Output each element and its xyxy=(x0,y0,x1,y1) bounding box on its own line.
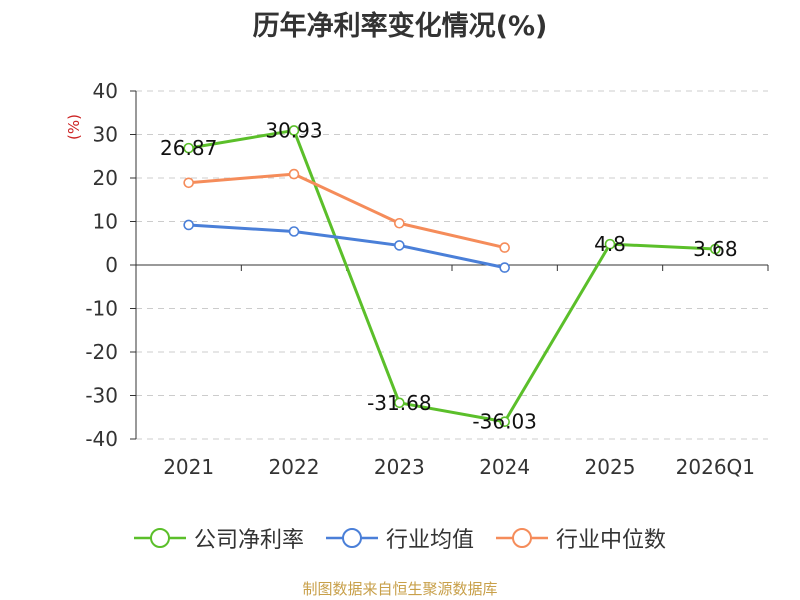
data-label: 26.87 xyxy=(160,136,217,160)
legend-marker xyxy=(133,528,186,548)
y-tick-label: -40 xyxy=(85,427,118,451)
chart-title: 历年净利率变化情况(%) xyxy=(252,11,548,42)
x-tick-label: 2022 xyxy=(269,455,320,479)
legend-item[interactable]: 公司净利率 xyxy=(133,522,304,554)
series-lines xyxy=(183,125,721,428)
x-tick-label: 2025 xyxy=(585,455,636,479)
data-label: 30.93 xyxy=(265,118,322,142)
x-tick-label: 2026Q1 xyxy=(676,455,755,479)
data-label: 3.68 xyxy=(693,237,738,261)
x-tick-label: 2021 xyxy=(163,455,214,479)
data-point xyxy=(288,168,300,180)
y-tick-label: 40 xyxy=(93,79,118,103)
data-point xyxy=(394,397,405,409)
x-tick-label: 2024 xyxy=(479,455,530,479)
legend: 公司净利率 行业均值 行业中位数 xyxy=(0,520,800,556)
data-point xyxy=(183,142,194,154)
y-axis-unit-label: (%) xyxy=(65,114,83,140)
source-note: 制图数据来自恒生聚源数据库 xyxy=(302,580,498,598)
data-label: -31.68 xyxy=(367,391,431,415)
data-labels: 26.87 30.93 -31.68 -36.03 4.8 3.68 xyxy=(160,118,738,433)
data-point xyxy=(288,125,300,136)
data-label: -36.03 xyxy=(472,410,536,434)
data-point xyxy=(394,240,405,251)
legend-marker xyxy=(325,528,378,548)
y-tick-label: -20 xyxy=(85,340,118,364)
y-tick-label: 0 xyxy=(105,253,118,277)
series-line xyxy=(188,128,716,424)
legend-label: 行业均值 xyxy=(385,528,474,553)
y-tick-label: 10 xyxy=(93,210,118,234)
legend-marker xyxy=(496,528,548,548)
data-point xyxy=(183,177,194,189)
data-point xyxy=(183,219,194,231)
y-tick-label: -10 xyxy=(85,297,118,321)
legend-item[interactable]: 行业中位数 xyxy=(496,522,666,554)
y-tick-label: -30 xyxy=(85,384,118,408)
series-line xyxy=(188,172,506,250)
series-line xyxy=(188,223,505,270)
data-point xyxy=(499,242,510,253)
data-point xyxy=(499,262,510,273)
axes: 40 30 20 10 0 -10 -20 -30 -40 2021 2022 2023 2024 202… xyxy=(85,79,769,479)
legend-label: 行业中位数 xyxy=(556,528,667,553)
data-point xyxy=(394,217,405,229)
x-tick-label: 2023 xyxy=(374,455,425,479)
data-label: 4.8 xyxy=(594,232,626,256)
data-point xyxy=(499,416,510,428)
data-point xyxy=(288,226,300,237)
y-tick-label: 30 xyxy=(93,123,118,147)
data-point xyxy=(604,238,616,250)
y-tick-label: 20 xyxy=(93,166,118,190)
legend-label: 公司净利率 xyxy=(193,528,304,553)
data-point xyxy=(710,243,721,255)
legend-item[interactable]: 行业均值 xyxy=(325,522,474,554)
